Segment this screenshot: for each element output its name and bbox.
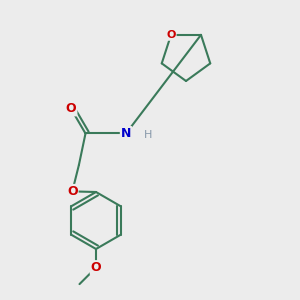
Text: H: H [144,130,153,140]
Text: O: O [67,185,78,198]
Text: O: O [166,30,176,40]
Text: O: O [91,261,101,274]
Text: O: O [66,102,76,116]
Text: N: N [121,127,131,140]
